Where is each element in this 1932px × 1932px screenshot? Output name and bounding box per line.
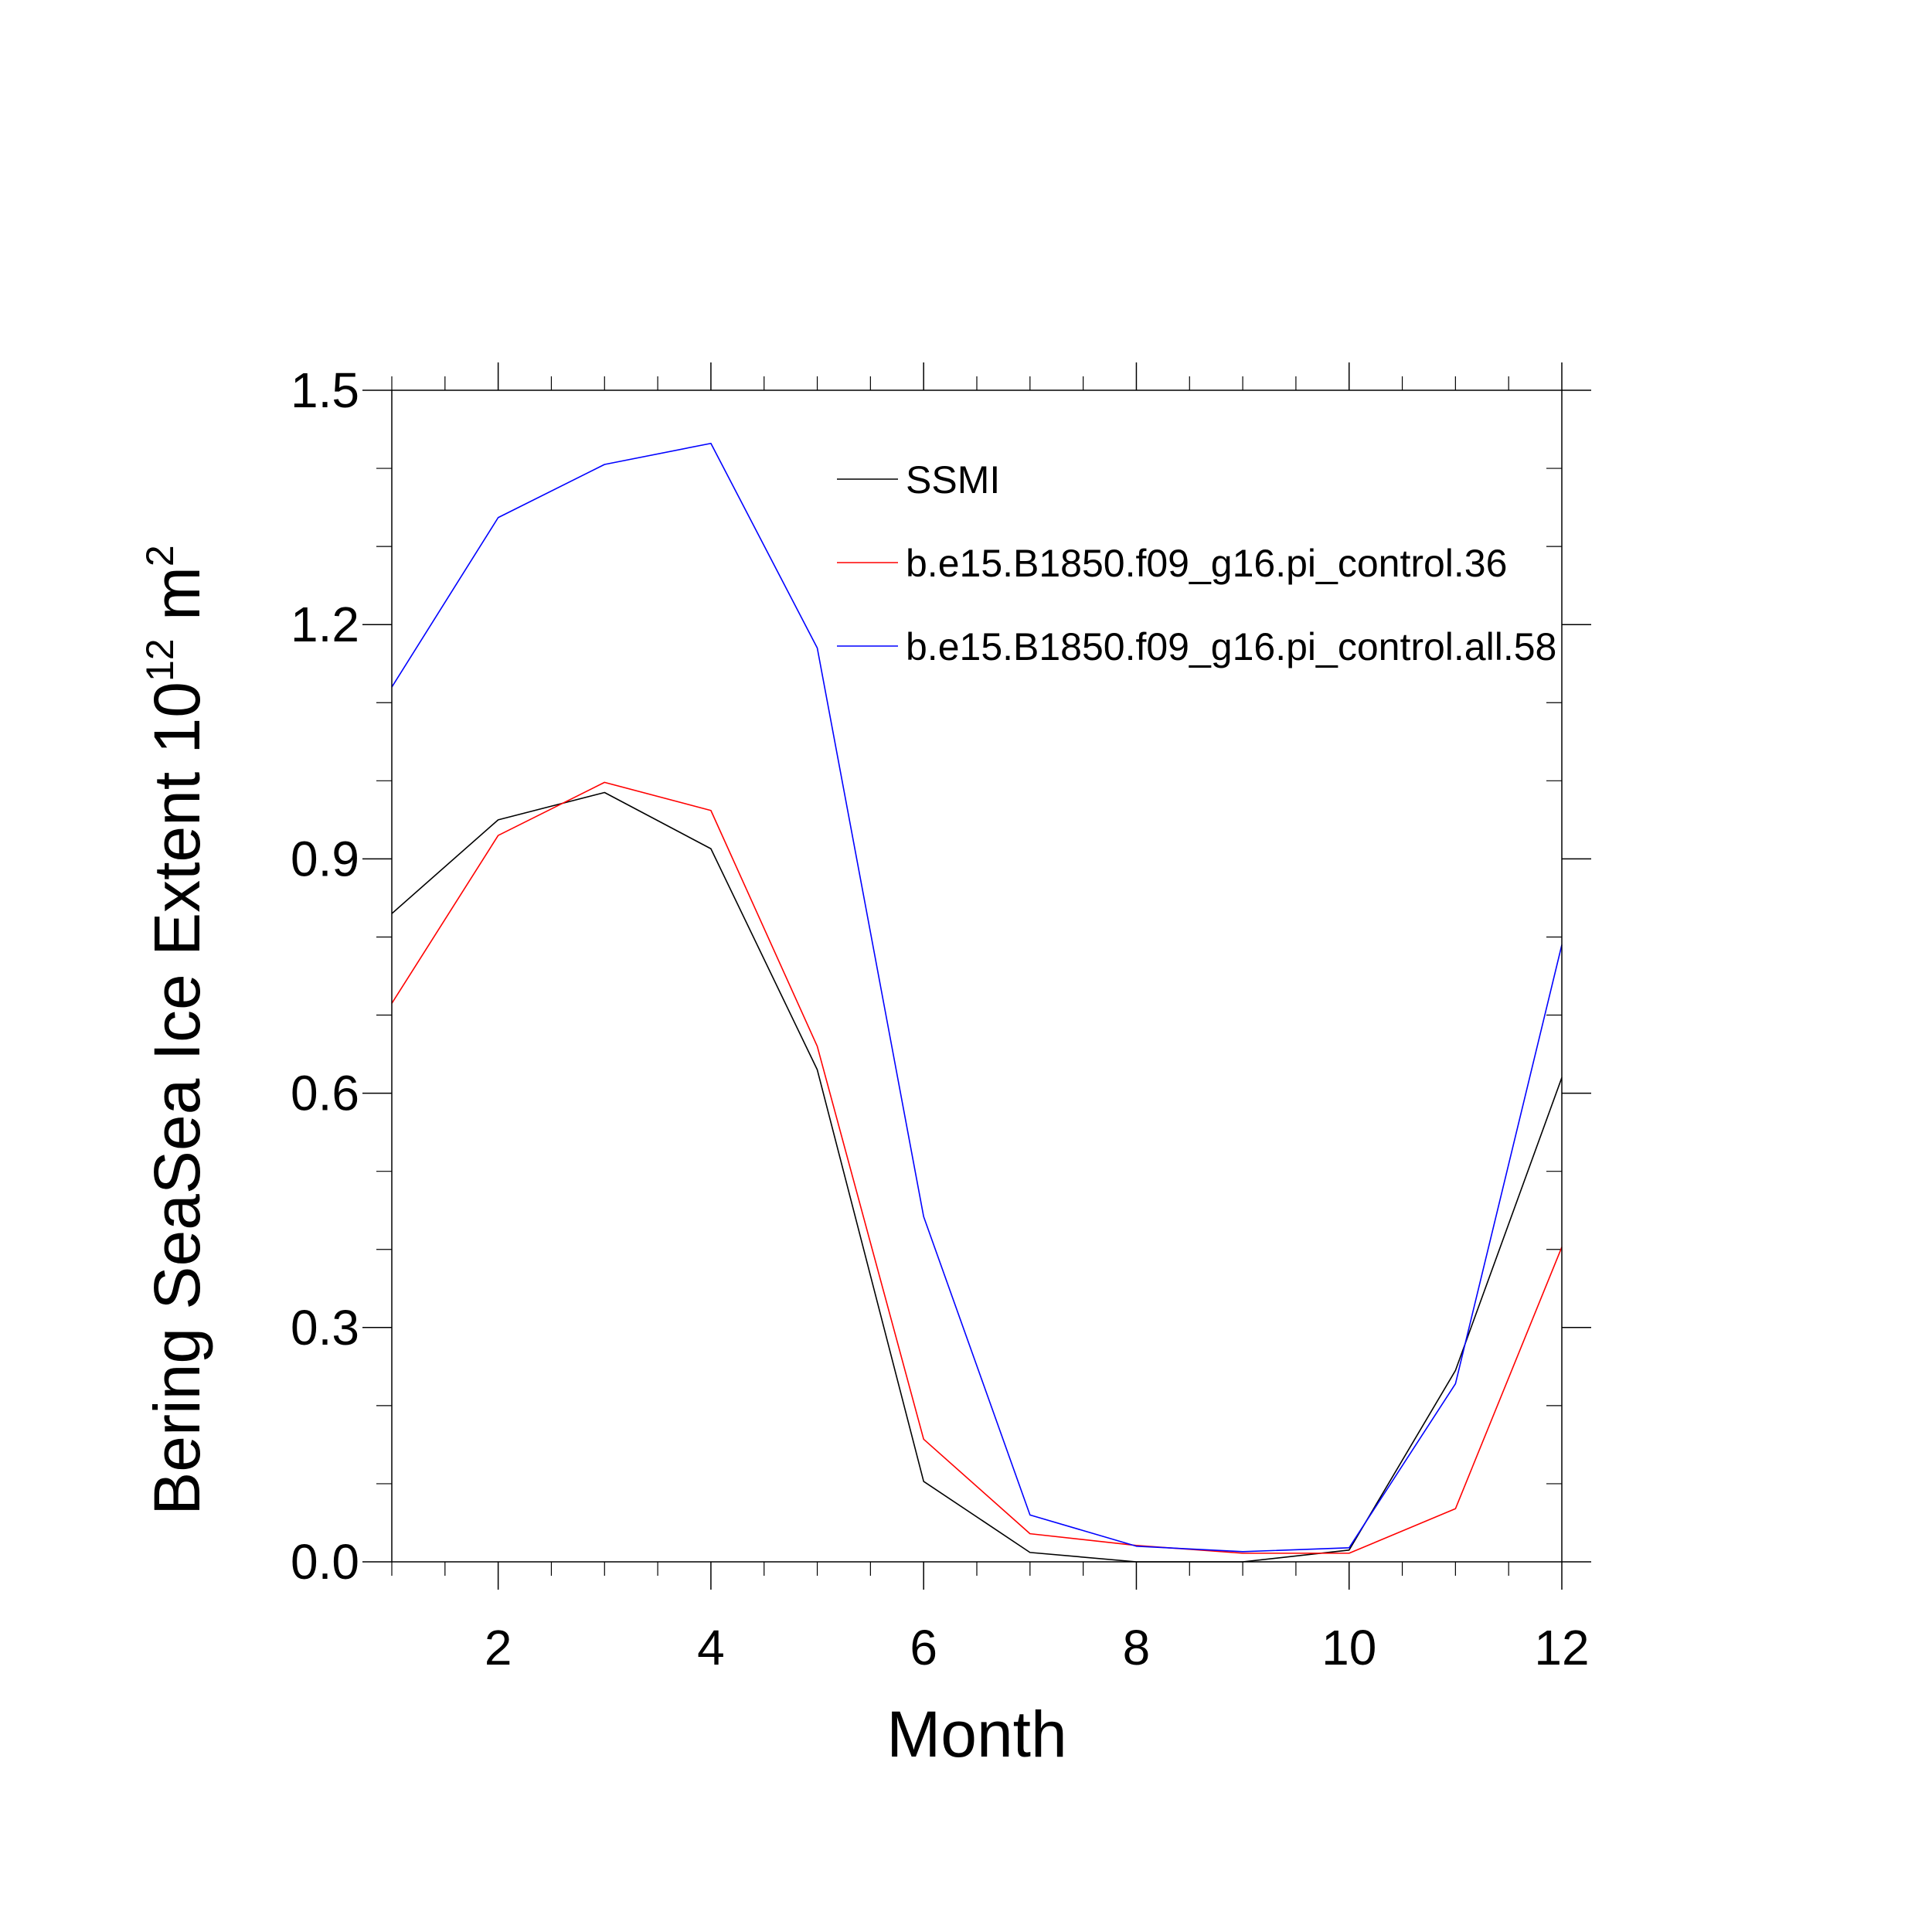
- legend: SSMI b.e15.B1850.f09_g16.pi_control.36 b.e…: [837, 458, 1556, 668]
- y-tick-label: 1.2: [291, 597, 359, 652]
- tick-labels: 2 4 6 8 10 12 0.0 0.3 0.6 0.9 1.2 1.5: [291, 362, 1590, 1675]
- y-axis-label-exponent: 12: [138, 638, 182, 682]
- axis-ticks: [362, 362, 1591, 1590]
- legend-label: b.e15.B1850.f09_g16.pi_control.all.58: [906, 625, 1556, 668]
- series-line: [391, 442, 1563, 1553]
- x-tick-label: 2: [485, 1620, 512, 1675]
- y-axis-label-text: Bering SeaSea Ice Extent 10: [141, 682, 213, 1515]
- x-tick-label: 6: [910, 1620, 937, 1675]
- y-tick-label: 0.6: [291, 1066, 359, 1121]
- legend-label: b.e15.B1850.f09_g16.pi_control.36: [906, 542, 1507, 585]
- x-tick-label: 4: [697, 1620, 725, 1675]
- plot-frame: [391, 389, 1563, 1563]
- y-tick-label: 0.0: [291, 1534, 359, 1590]
- y-axis-label-unit-exponent: 2: [138, 545, 182, 566]
- y-tick-label: 0.3: [291, 1300, 359, 1355]
- x-tick-label: 8: [1123, 1620, 1151, 1675]
- series-lines: [391, 442, 1563, 1563]
- series-line: [391, 781, 1563, 1554]
- y-tick-label: 1.5: [291, 362, 359, 418]
- series-line: [391, 791, 1563, 1563]
- x-tick-label: 10: [1321, 1620, 1376, 1675]
- y-axis-label: Bering SeaSea Ice Extent 1012 m2: [138, 545, 213, 1515]
- y-tick-label: 0.9: [291, 831, 359, 886]
- legend-label: SSMI: [906, 458, 1000, 502]
- y-axis-label-unit: m: [141, 566, 213, 638]
- x-tick-label: 12: [1534, 1620, 1589, 1675]
- x-axis-label: Month: [886, 1698, 1066, 1770]
